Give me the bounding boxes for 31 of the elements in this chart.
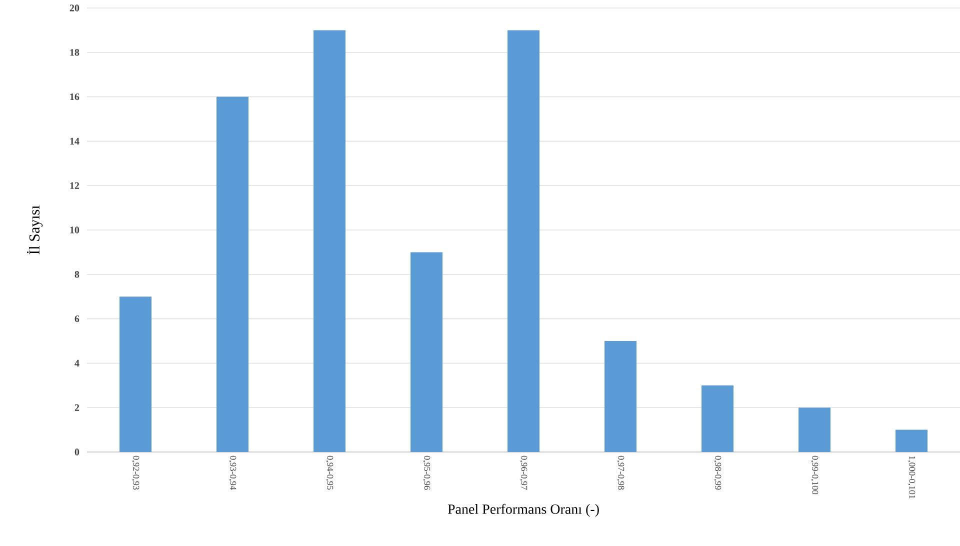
y-tick-label: 0	[74, 448, 80, 456]
x-tick-label: 0,98-0,99	[714, 456, 722, 490]
y-tick-label: 8	[74, 271, 80, 278]
bar	[314, 30, 346, 452]
y-tick-label: 4	[74, 360, 80, 366]
y-tick-label: 20	[70, 4, 80, 12]
y-tick-label: 16	[70, 93, 80, 100]
x-tick-label: 0,99-0,100	[810, 456, 818, 494]
x-tick-label: 0,95-0,96	[422, 456, 430, 490]
bar	[508, 30, 540, 452]
y-tick-label: 14	[70, 138, 80, 144]
bar	[604, 341, 636, 452]
x-tick-label: 0,97-0,98	[616, 456, 624, 490]
bar	[410, 252, 443, 452]
y-tick-label: 6	[74, 315, 80, 322]
y-tick-label: 12	[70, 182, 80, 189]
bar	[216, 96, 248, 452]
bar	[120, 296, 152, 452]
y-axis-title: İl Sayısı	[26, 205, 43, 254]
x-tick-label: 0,94-0,95	[326, 456, 334, 490]
x-axis-title: Panel Performans Oranı (-)	[448, 504, 599, 517]
x-tick-label: 1,000-0,101	[908, 456, 916, 498]
bar	[798, 408, 830, 452]
bar	[702, 385, 734, 452]
y-tick-label: 2	[74, 404, 80, 411]
y-tick-label: 18	[70, 49, 80, 56]
x-tick-label: 0,92-0,93	[132, 456, 140, 490]
bar	[896, 430, 928, 452]
x-tick-label: 0,93-0,94	[228, 456, 236, 490]
x-tick-label: 0,96-0,97	[520, 456, 528, 490]
y-tick-label: 10	[70, 226, 80, 234]
